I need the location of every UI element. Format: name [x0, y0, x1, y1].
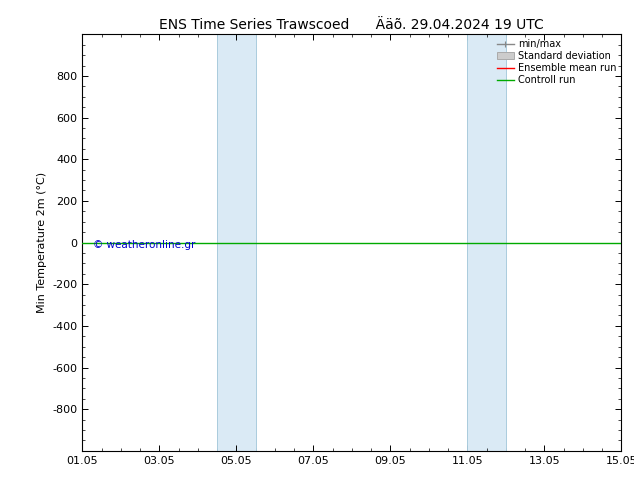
Bar: [217, 34, 256, 451]
Title: ENS Time Series Trawscoed      Ääõ. 29.04.2024 19 UTC: ENS Time Series Trawscoed Ääõ. 29.04.202…: [160, 18, 544, 32]
Bar: [467, 34, 506, 451]
Y-axis label: Min Temperature 2m (°C): Min Temperature 2m (°C): [37, 172, 47, 313]
Text: © weatheronline.gr: © weatheronline.gr: [93, 241, 195, 250]
Legend: min/max, Standard deviation, Ensemble mean run, Controll run: min/max, Standard deviation, Ensemble me…: [494, 36, 619, 88]
